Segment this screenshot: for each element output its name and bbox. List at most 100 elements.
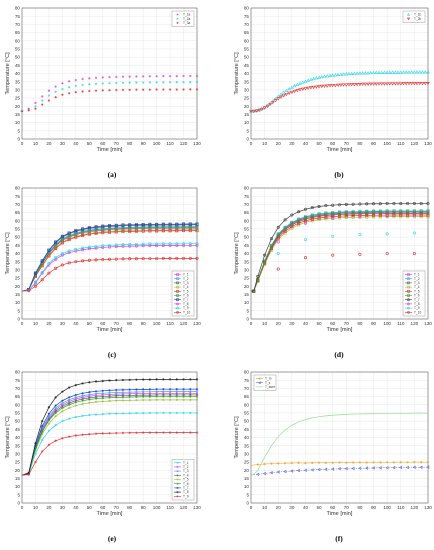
legend-marker bbox=[407, 273, 410, 276]
y-tick-label: 45 bbox=[15, 243, 21, 248]
data-point bbox=[378, 202, 382, 206]
data-point bbox=[311, 76, 316, 81]
data-point bbox=[406, 213, 410, 217]
data-point bbox=[360, 71, 365, 75]
data-point bbox=[419, 202, 423, 206]
legend-marker bbox=[407, 298, 410, 302]
data-point bbox=[40, 278, 44, 282]
series-T_8 bbox=[21, 378, 199, 476]
data-point bbox=[393, 70, 398, 74]
y-tick-label: 70 bbox=[15, 202, 21, 207]
legend-label: T_3 bbox=[183, 281, 189, 285]
data-point bbox=[47, 412, 51, 415]
data-point bbox=[324, 217, 328, 221]
data-point bbox=[303, 207, 307, 211]
y-tick-label: 0 bbox=[17, 501, 20, 506]
legend-label: T_10 bbox=[414, 310, 421, 314]
data-point bbox=[412, 202, 416, 206]
data-point bbox=[54, 404, 57, 407]
y-tick-label: 20 bbox=[244, 468, 250, 473]
data-point bbox=[134, 226, 138, 230]
data-point bbox=[175, 229, 179, 233]
legend-marker bbox=[176, 478, 179, 481]
y-tick-label: 15 bbox=[15, 292, 21, 297]
data-point bbox=[141, 388, 145, 391]
data-point bbox=[279, 92, 283, 96]
data-point bbox=[182, 378, 185, 381]
data-point bbox=[297, 220, 301, 224]
data-point bbox=[74, 235, 78, 239]
data-point bbox=[94, 432, 98, 435]
data-point bbox=[260, 107, 264, 112]
y-tick-label: 70 bbox=[244, 22, 250, 27]
data-point bbox=[401, 70, 406, 74]
data-point bbox=[378, 466, 382, 470]
data-point bbox=[273, 99, 278, 103]
data-point bbox=[195, 398, 199, 402]
panel-label-e: (e) bbox=[108, 534, 117, 543]
x-tick-label: 110 bbox=[397, 321, 405, 326]
data-point bbox=[345, 461, 348, 464]
data-point bbox=[101, 258, 105, 262]
legend-marker bbox=[407, 294, 410, 297]
data-point bbox=[311, 85, 316, 90]
data-point bbox=[276, 233, 280, 237]
data-point bbox=[257, 108, 261, 113]
data-point bbox=[290, 85, 294, 89]
x-tick-label: 120 bbox=[411, 141, 419, 146]
data-point bbox=[33, 271, 37, 275]
data-point bbox=[339, 83, 343, 87]
data-point bbox=[88, 381, 91, 384]
y-tick-label: 60 bbox=[15, 218, 21, 223]
data-point bbox=[262, 106, 267, 110]
data-point bbox=[324, 214, 328, 218]
legend-label: T_1 bbox=[414, 273, 420, 277]
data-point bbox=[141, 226, 145, 230]
series-T_1b bbox=[249, 70, 430, 113]
data-point bbox=[188, 225, 192, 229]
data-point bbox=[378, 212, 382, 216]
data-point bbox=[128, 392, 131, 395]
legend-marker bbox=[176, 486, 179, 489]
legend-label: T_5 bbox=[414, 289, 420, 293]
data-point bbox=[349, 71, 354, 76]
data-point bbox=[54, 85, 57, 88]
data-point bbox=[141, 395, 145, 398]
data-point bbox=[189, 395, 192, 398]
y-tick-label: 40 bbox=[244, 251, 250, 256]
y-tick-label: 5 bbox=[246, 128, 249, 133]
x-tick-label: 120 bbox=[411, 321, 419, 326]
data-point bbox=[148, 411, 152, 415]
x-tick-label: 10 bbox=[33, 321, 39, 326]
data-point bbox=[128, 257, 132, 261]
y-tick-label: 25 bbox=[244, 96, 250, 101]
legend-label: T_8 bbox=[183, 302, 189, 306]
y-tick-label: 70 bbox=[15, 22, 21, 27]
data-point bbox=[175, 395, 179, 398]
data-point bbox=[121, 243, 125, 247]
data-point bbox=[141, 392, 145, 395]
data-point bbox=[168, 243, 172, 247]
legend-label: T_5 bbox=[183, 478, 189, 482]
data-point bbox=[40, 430, 44, 433]
series-T_m bbox=[250, 460, 430, 466]
y-tick-label: 15 bbox=[244, 112, 250, 117]
data-point bbox=[358, 461, 362, 464]
data-point bbox=[372, 202, 376, 206]
series-T_9 bbox=[21, 242, 199, 292]
y-tick-label: 30 bbox=[15, 87, 21, 92]
data-point bbox=[101, 432, 104, 435]
data-point bbox=[195, 256, 199, 260]
data-point bbox=[399, 210, 403, 214]
data-point bbox=[121, 391, 125, 394]
data-point bbox=[141, 223, 145, 227]
data-point bbox=[195, 393, 199, 397]
data-point bbox=[168, 242, 172, 246]
y-tick-label: 40 bbox=[15, 435, 21, 440]
data-point bbox=[155, 81, 158, 84]
y-tick-label: 70 bbox=[244, 386, 250, 391]
data-point bbox=[67, 86, 71, 89]
data-point bbox=[34, 447, 37, 451]
data-point bbox=[135, 75, 138, 78]
